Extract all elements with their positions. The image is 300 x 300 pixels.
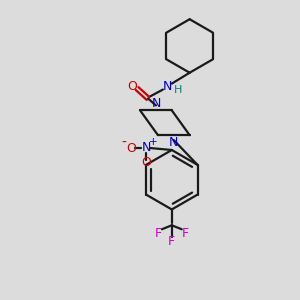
- Text: F: F: [168, 235, 175, 248]
- Text: F: F: [154, 227, 161, 240]
- Text: H: H: [174, 85, 182, 94]
- Text: N: N: [169, 136, 178, 148]
- Text: O: O: [127, 80, 137, 93]
- Text: O: O: [141, 156, 151, 170]
- Text: N: N: [163, 80, 172, 93]
- Text: O: O: [126, 142, 136, 154]
- Text: +: +: [149, 137, 157, 147]
- Text: N: N: [151, 97, 160, 110]
- Text: F: F: [182, 227, 189, 240]
- Text: N: N: [141, 140, 151, 154]
- Text: -: -: [122, 136, 127, 150]
